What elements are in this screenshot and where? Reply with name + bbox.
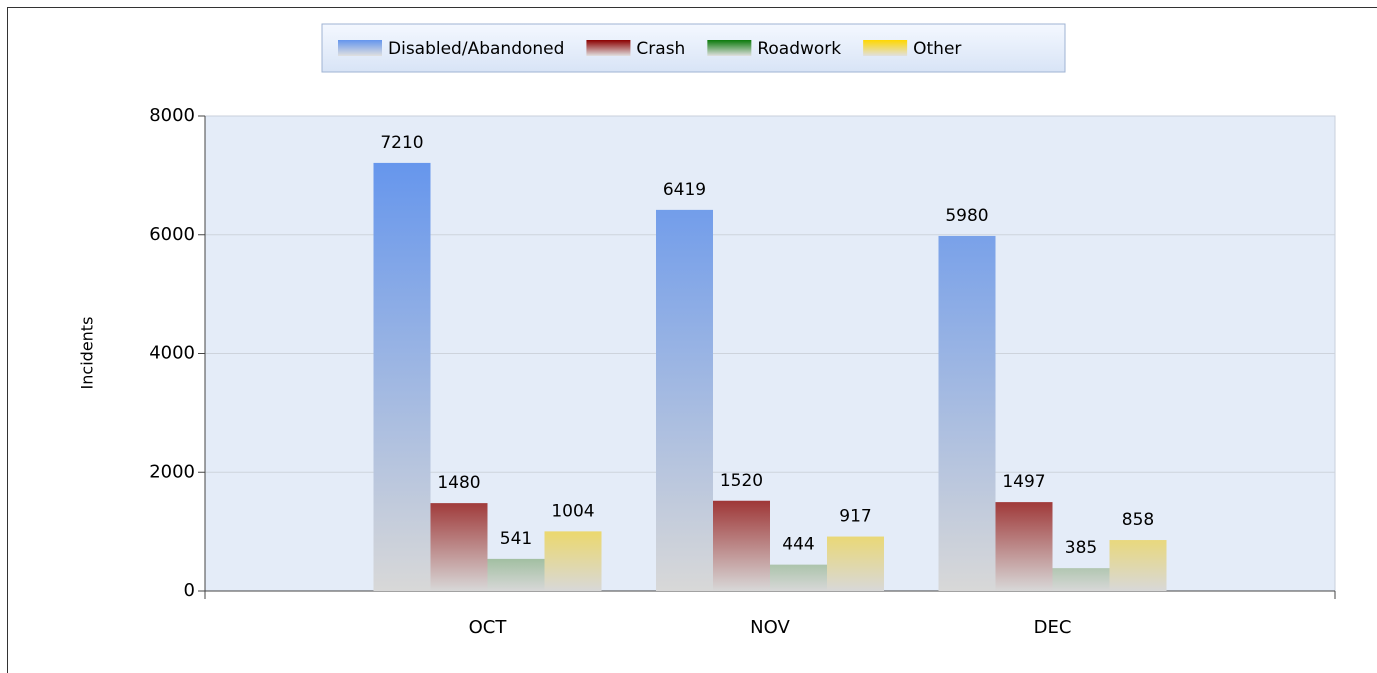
bar (1109, 540, 1167, 591)
data-label: 1520 (720, 471, 763, 491)
legend-label: Crash (636, 39, 685, 59)
x-tick-label: NOV (750, 617, 790, 638)
y-tick-label: 8000 (149, 105, 195, 126)
data-label: 1480 (437, 473, 480, 493)
bar (827, 536, 884, 591)
bar (544, 531, 602, 591)
data-label: 1497 (1002, 472, 1045, 492)
y-tick-label: 2000 (149, 461, 195, 482)
data-label: 1004 (551, 501, 594, 521)
x-tick-label: OCT (469, 617, 508, 638)
data-label: 7210 (380, 133, 423, 153)
legend-label: Roadwork (757, 39, 841, 59)
x-tick-label: DEC (1034, 617, 1072, 638)
bar (656, 209, 713, 591)
data-label: 6419 (663, 180, 706, 200)
legend-label: Disabled/Abandoned (388, 39, 564, 59)
legend-swatch (338, 40, 382, 56)
frame (7, 7, 1377, 673)
bar (373, 162, 431, 591)
y-tick-label: 4000 (149, 343, 195, 364)
y-axis-label: Incidents (78, 317, 97, 390)
bar (713, 500, 770, 591)
data-label: 385 (1065, 538, 1097, 558)
legend-swatch (863, 40, 908, 56)
legend-label: Other (913, 39, 961, 59)
data-label: 444 (782, 535, 814, 555)
bar (1052, 568, 1110, 591)
bar (430, 503, 488, 591)
y-tick-label: 6000 (149, 224, 195, 245)
y-tick-label: 0 (184, 580, 195, 601)
data-label: 5980 (945, 206, 988, 226)
data-label: 858 (1122, 510, 1154, 530)
legend-swatch (707, 40, 752, 56)
data-label: 917 (839, 507, 871, 527)
bar (995, 502, 1053, 591)
bar (770, 564, 827, 591)
data-label: 541 (500, 529, 532, 549)
bar (938, 235, 996, 591)
legend-swatch (586, 40, 631, 56)
bar (487, 558, 545, 591)
legend (321, 23, 1066, 73)
